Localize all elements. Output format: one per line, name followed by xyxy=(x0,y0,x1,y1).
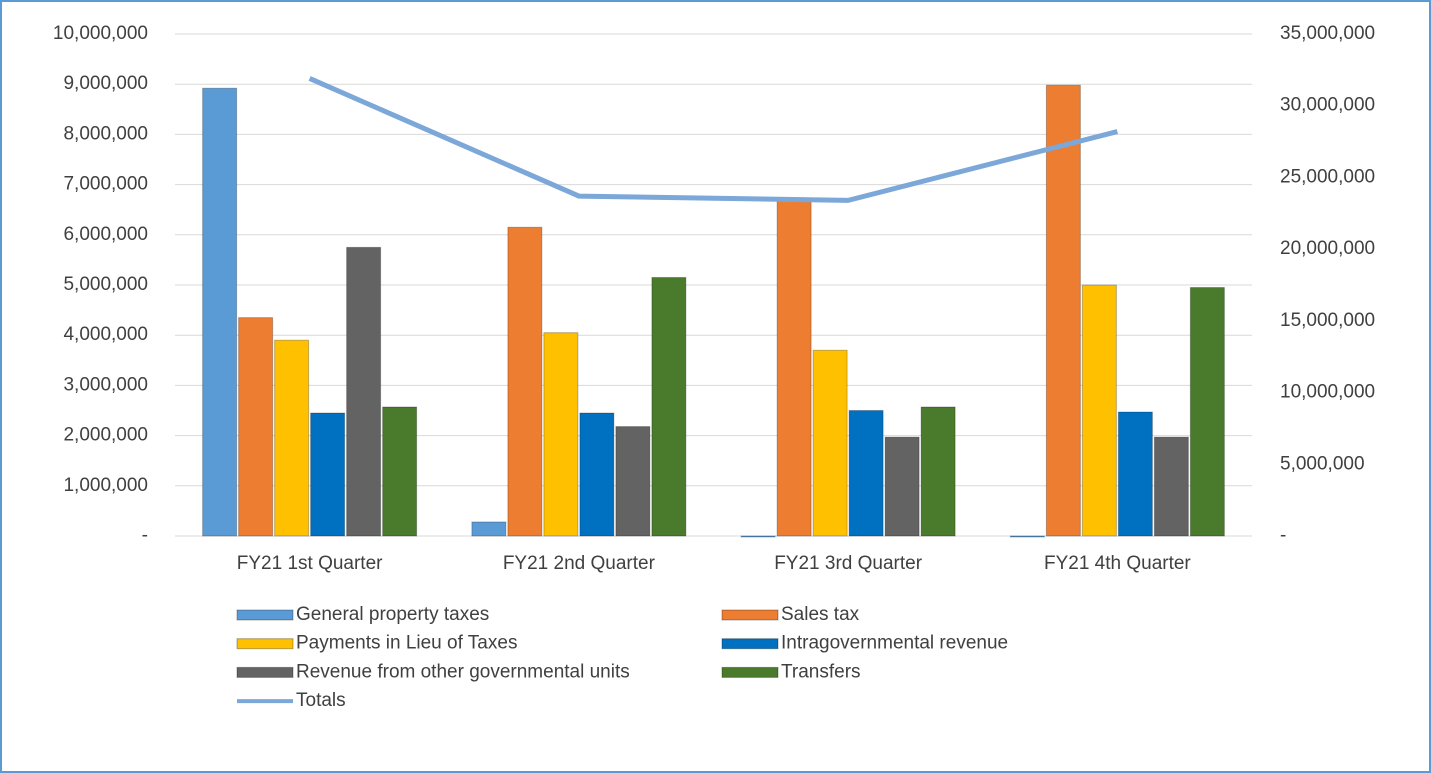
y2-tick-label: 35,000,000 xyxy=(1280,23,1375,44)
bar xyxy=(1009,535,1045,538)
y-tick-label: 2,000,000 xyxy=(63,425,148,446)
bar xyxy=(238,317,274,537)
y2-tick-label: - xyxy=(1280,525,1286,546)
x-tick-label: FY21 1st Quarter xyxy=(237,553,383,574)
bar xyxy=(382,406,418,537)
bar xyxy=(651,276,687,537)
line xyxy=(308,76,1118,203)
bar xyxy=(274,339,310,537)
bar xyxy=(1045,84,1081,537)
x-tick-label: FY21 2nd Quarter xyxy=(503,553,656,574)
y-tick-label: 5,000,000 xyxy=(63,274,148,295)
y2-tick-label: 20,000,000 xyxy=(1280,238,1375,259)
x-tick-label: FY21 4th Quarter xyxy=(1044,553,1191,574)
y-tick-label: 10,000,000 xyxy=(53,23,148,44)
y-tick-label: 3,000,000 xyxy=(63,374,148,395)
bar xyxy=(884,436,920,537)
y-tick-label: 8,000,000 xyxy=(63,123,148,144)
y2-tick-label: 25,000,000 xyxy=(1280,166,1375,187)
y2-tick-label: 15,000,000 xyxy=(1280,310,1375,331)
y-tick-label: 1,000,000 xyxy=(63,475,148,496)
bar xyxy=(1117,411,1153,537)
y-tick-label: 6,000,000 xyxy=(63,224,148,245)
legend-swatch xyxy=(236,609,294,621)
bar xyxy=(202,87,238,537)
bar xyxy=(1189,287,1225,537)
legend-label: Revenue from other governmental units xyxy=(296,661,630,682)
legend-swatch xyxy=(721,666,779,678)
y2-tick-label: 10,000,000 xyxy=(1280,382,1375,403)
legend-swatch xyxy=(721,638,779,650)
y-tick-label: 7,000,000 xyxy=(63,174,148,195)
bar xyxy=(543,332,579,537)
bar xyxy=(848,410,884,537)
bar xyxy=(1153,436,1189,537)
bar xyxy=(812,349,848,537)
legend-label: Sales tax xyxy=(781,604,860,625)
bar xyxy=(920,406,956,537)
bar xyxy=(1081,284,1117,537)
bar xyxy=(579,412,615,537)
legend-label: Transfers xyxy=(781,661,861,682)
y2-tick-label: 30,000,000 xyxy=(1280,95,1375,116)
bar xyxy=(507,226,543,537)
legend-swatch xyxy=(721,609,779,621)
bar xyxy=(740,535,776,538)
legend-label: Payments in Lieu of Taxes xyxy=(296,633,517,654)
legend-label: Intragovernmental revenue xyxy=(781,633,1008,654)
x-tick-label: FY21 3rd Quarter xyxy=(774,553,923,574)
y-tick-label: - xyxy=(142,525,148,546)
legend-swatch xyxy=(236,666,294,678)
y2-tick-label: 5,000,000 xyxy=(1280,453,1365,474)
legend-swatch xyxy=(236,638,294,650)
bar xyxy=(346,246,382,537)
bar xyxy=(471,521,507,537)
legend-label: General property taxes xyxy=(296,604,489,625)
bar xyxy=(615,426,651,537)
y-tick-label: 4,000,000 xyxy=(63,324,148,345)
bar xyxy=(310,412,346,537)
bar xyxy=(776,197,812,537)
y-tick-label: 9,000,000 xyxy=(63,73,148,94)
legend-label: Totals xyxy=(296,690,346,711)
